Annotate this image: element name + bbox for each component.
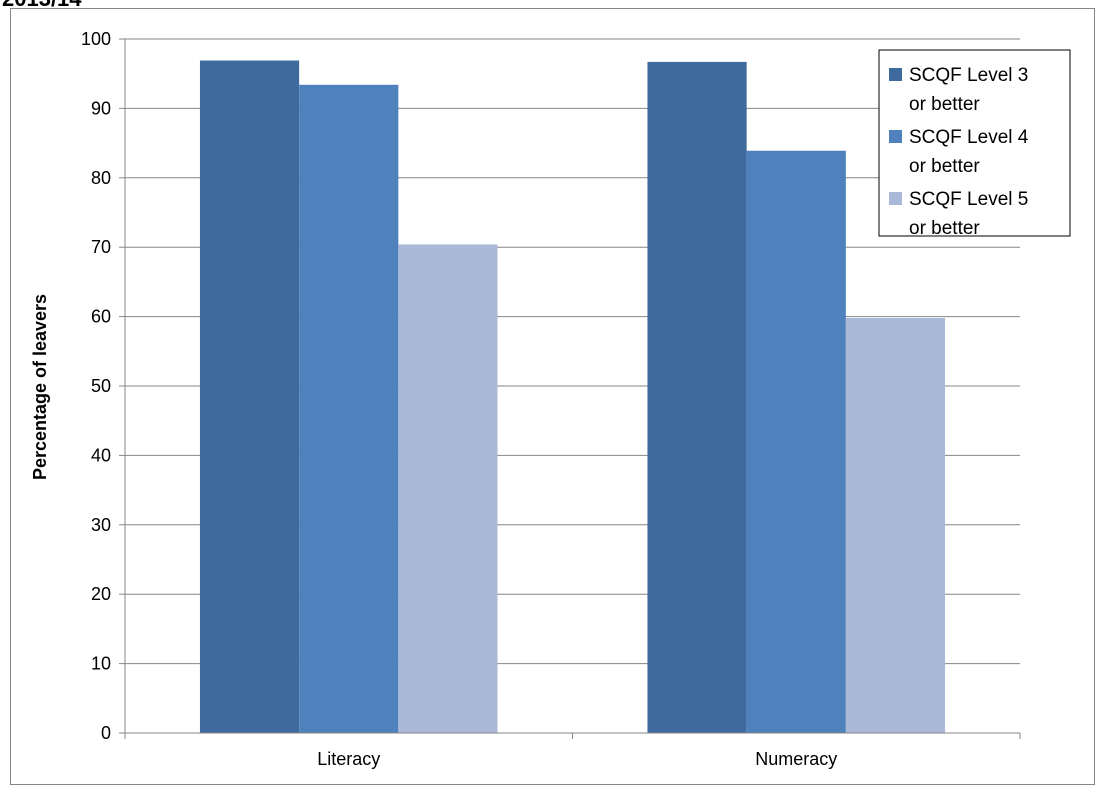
legend-label: or better <box>909 218 980 239</box>
y-axis-title: Percentage of leavers <box>30 294 50 480</box>
legend-label: or better <box>909 156 980 177</box>
bar-literacy-series-1 <box>199 60 300 734</box>
x-tick-label: Numeracy <box>755 749 837 769</box>
legend-swatch <box>889 130 902 143</box>
legend-swatch <box>889 192 902 205</box>
chart-title-fragment: 2013/14 <box>2 0 82 12</box>
bar-numeracy-series-3 <box>845 317 946 733</box>
y-tick-label: 30 <box>91 515 111 535</box>
axes: 0 10 20 30 40 50 60 70 80 90 100 Literacy Numeracy <box>81 29 1021 769</box>
bar-literacy-series-3 <box>398 244 498 733</box>
y-tick-label: 90 <box>91 98 111 118</box>
y-tick-label: 0 <box>101 723 111 743</box>
legend-label: or better <box>909 94 980 115</box>
bar-numeracy-series-1 <box>647 61 747 734</box>
y-tick-label: 80 <box>91 168 111 188</box>
y-tick-label: 40 <box>91 445 111 465</box>
y-tick-label: 10 <box>91 654 111 674</box>
legend: SCQF Level 3 or better SCQF Level 4 or bett… <box>878 49 1071 239</box>
y-tick-label: 50 <box>91 376 111 396</box>
legend-box <box>878 49 1071 237</box>
bars <box>199 60 946 734</box>
y-tick-label: 60 <box>91 307 111 327</box>
bar-numeracy-series-2 <box>746 150 846 733</box>
x-tick-label: Literacy <box>317 749 380 769</box>
legend-label: SCQF Level 4 <box>909 127 1029 148</box>
y-tick-label: 100 <box>81 29 111 49</box>
bar-literacy-series-2 <box>299 84 399 733</box>
legend-swatch <box>889 68 902 81</box>
legend-label: SCQF Level 3 <box>909 65 1028 86</box>
y-tick-label: 20 <box>91 584 111 604</box>
legend-label: SCQF Level 5 <box>909 189 1028 210</box>
y-tick-label: 70 <box>91 237 111 257</box>
